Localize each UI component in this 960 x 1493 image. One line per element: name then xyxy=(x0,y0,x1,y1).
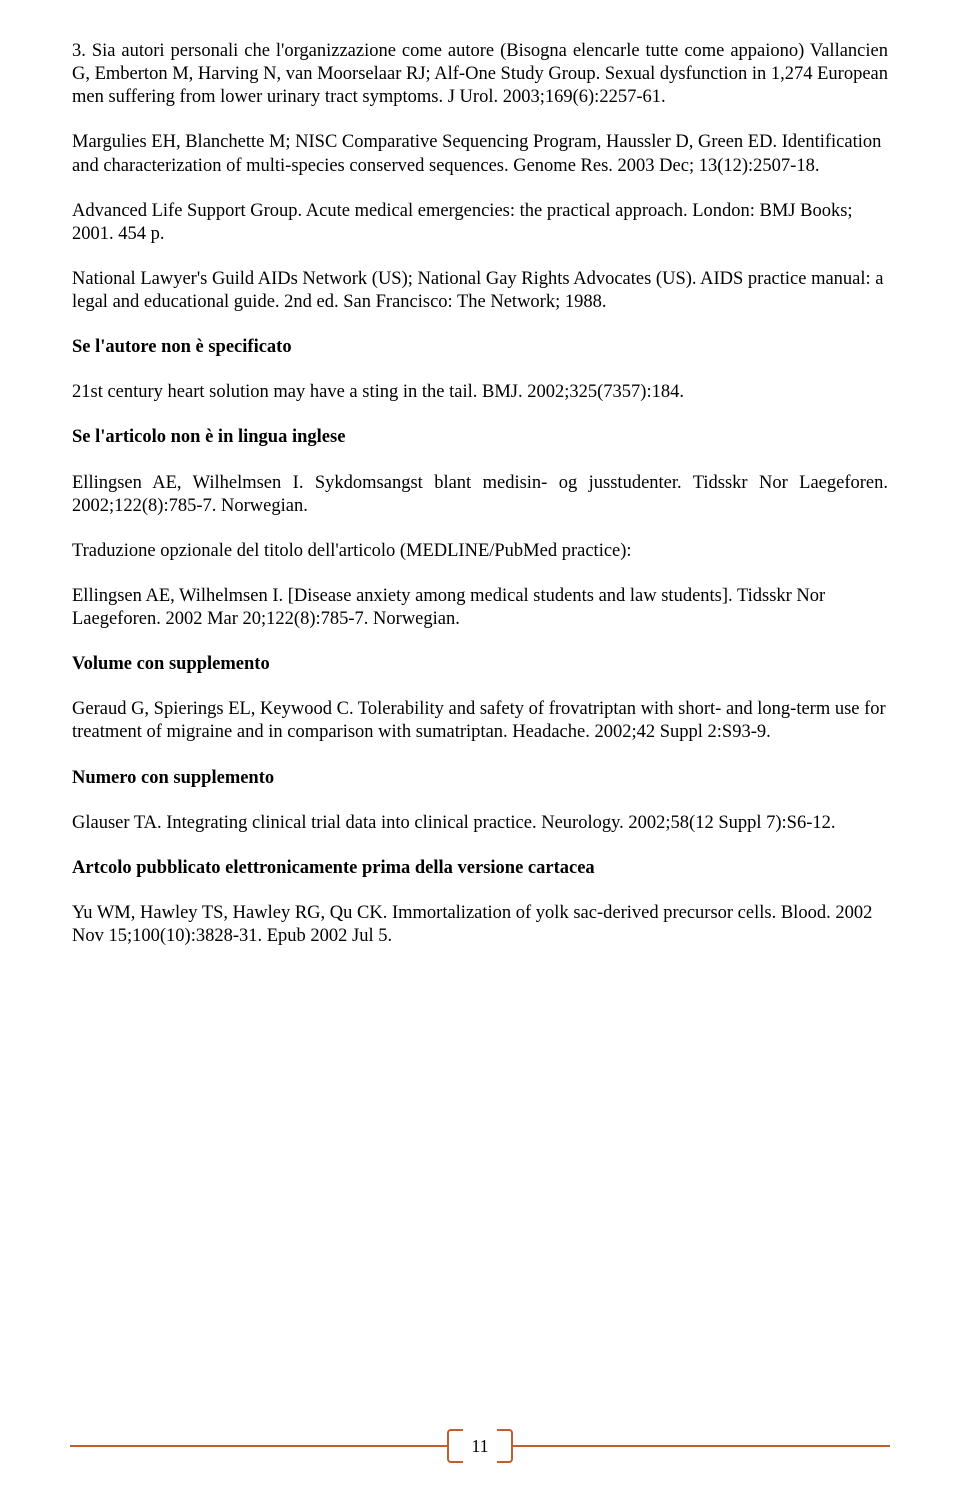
page-number: 11 xyxy=(463,1436,496,1457)
paragraph-glauser: Glauser TA. Integrating clinical trial d… xyxy=(72,812,888,835)
heading-no-author: Se l'autore non è specificato xyxy=(72,336,888,359)
paragraph-ellingsen-2: Ellingsen AE, Wilhelmsen I. [Disease anx… xyxy=(72,585,888,631)
paragraph-authors-org: 3. Sia autori personali che l'organizzaz… xyxy=(72,40,888,109)
paragraph-21st-century: 21st century heart solution may have a s… xyxy=(72,381,888,404)
paragraph-margulies: Margulies EH, Blanchette M; NISC Compara… xyxy=(72,131,888,177)
paragraph-translation-note: Traduzione opzionale del titolo dell'art… xyxy=(72,540,888,563)
footer-line-left xyxy=(70,1445,447,1447)
page-footer: 11 xyxy=(0,1429,960,1463)
bracket-left-icon xyxy=(447,1429,463,1463)
paragraph-yu: Yu WM, Hawley TS, Hawley RG, Qu CK. Immo… xyxy=(72,902,888,948)
footer-line-right xyxy=(513,1445,890,1447)
paragraph-national-lawyer: National Lawyer's Guild AIDs Network (US… xyxy=(72,268,888,314)
paragraph-ellingsen-1: Ellingsen AE, Wilhelmsen I. Sykdomsangst… xyxy=(72,472,888,518)
heading-volume-supplement: Volume con supplemento xyxy=(72,653,888,676)
document-page: 3. Sia autori personali che l'organizzaz… xyxy=(0,0,960,1493)
heading-non-english: Se l'articolo non è in lingua inglese xyxy=(72,426,888,449)
bracket-right-icon xyxy=(497,1429,513,1463)
heading-epub-ahead: Artcolo pubblicato elettronicamente prim… xyxy=(72,857,888,880)
paragraph-geraud: Geraud G, Spierings EL, Keywood C. Toler… xyxy=(72,698,888,744)
paragraph-advanced-life: Advanced Life Support Group. Acute medic… xyxy=(72,200,888,246)
heading-number-supplement: Numero con supplemento xyxy=(72,767,888,790)
